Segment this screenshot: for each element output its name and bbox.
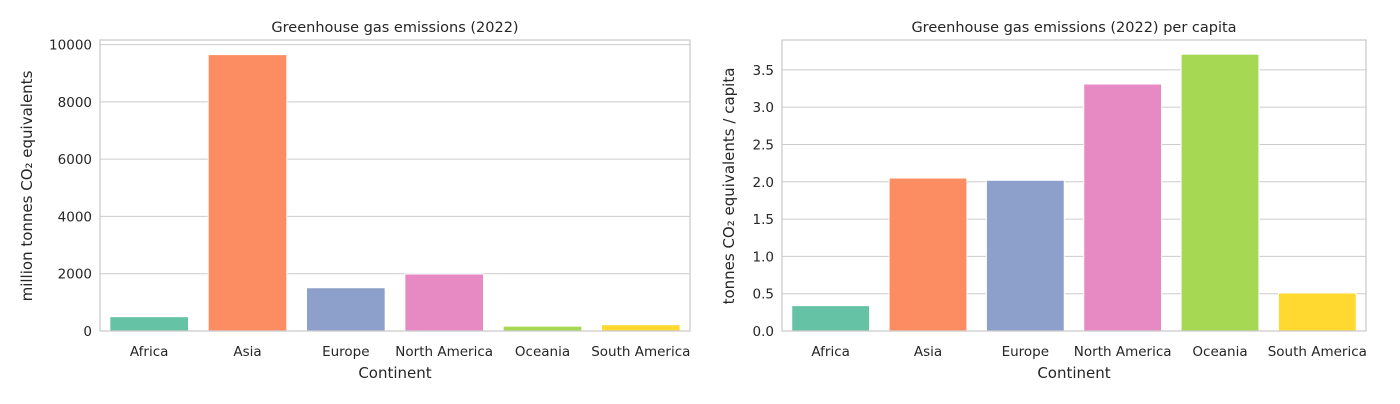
x-tick-label: Africa [130, 344, 169, 360]
chart-title: Greenhouse gas emissions (2022) [271, 20, 518, 36]
x-tick-label: Africa [811, 344, 850, 360]
x-tick-label: North America [1074, 344, 1172, 360]
total-emissions-chart: Greenhouse gas emissions (2022) Continen… [18, 20, 691, 382]
y-axis-label: tonnes CO₂ equivalents / capita [720, 68, 738, 305]
bar-north-america [1083, 83, 1163, 332]
x-tick-label: North America [395, 344, 493, 360]
bar-asia [888, 177, 968, 332]
x-tick-label: Oceania [515, 344, 570, 360]
plot-frame [99, 39, 691, 332]
y-tick-label: 2.5 [753, 137, 774, 153]
chart-title: Greenhouse gas emissions (2022) per capi… [911, 20, 1236, 36]
plot-frame [781, 39, 1367, 332]
bar-south-america [1277, 292, 1357, 332]
y-axis-label: million tonnes CO₂ equivalents [18, 70, 36, 301]
y-tick-label: 10000 [49, 38, 92, 54]
bar-europe [306, 287, 386, 332]
y-tick-label: 0 [83, 324, 92, 340]
x-tick-label: Asia [914, 344, 942, 360]
x-tick-label: South America [1268, 344, 1367, 360]
x-axis-label: Continent [358, 364, 431, 382]
y-tick-label: 3.5 [753, 63, 774, 79]
bar-south-america [601, 324, 681, 332]
bar-europe [985, 179, 1065, 332]
y-tick-label: 0.0 [753, 324, 774, 340]
bar-africa [109, 316, 189, 332]
bar-oceania [1180, 53, 1260, 332]
y-tick-label: 2.0 [753, 175, 774, 191]
y-tick-label: 8000 [58, 95, 92, 111]
x-tick-label: Oceania [1192, 344, 1247, 360]
x-tick-label: Europe [322, 344, 369, 360]
bar-asia [207, 54, 288, 332]
x-tick-label: South America [591, 344, 690, 360]
per-capita-emissions-chart: Greenhouse gas emissions (2022) per capi… [720, 20, 1367, 382]
bar-oceania [502, 325, 583, 332]
y-tick-label: 4000 [58, 209, 92, 225]
bar-north-america [404, 273, 485, 332]
y-tick-label: 3.0 [753, 100, 774, 116]
y-tick-label: 0.5 [753, 287, 774, 303]
bar-africa [791, 305, 871, 332]
grid-lines [782, 69, 1366, 295]
x-tick-label: Europe [1002, 344, 1049, 360]
y-tick-label: 1.5 [753, 212, 774, 228]
x-tick-label: Asia [233, 344, 261, 360]
y-tick-label: 2000 [58, 267, 92, 283]
y-tick-label: 1.0 [753, 249, 774, 265]
grid-lines [100, 44, 690, 275]
y-tick-label: 6000 [58, 152, 92, 168]
x-axis-label: Continent [1037, 364, 1110, 382]
